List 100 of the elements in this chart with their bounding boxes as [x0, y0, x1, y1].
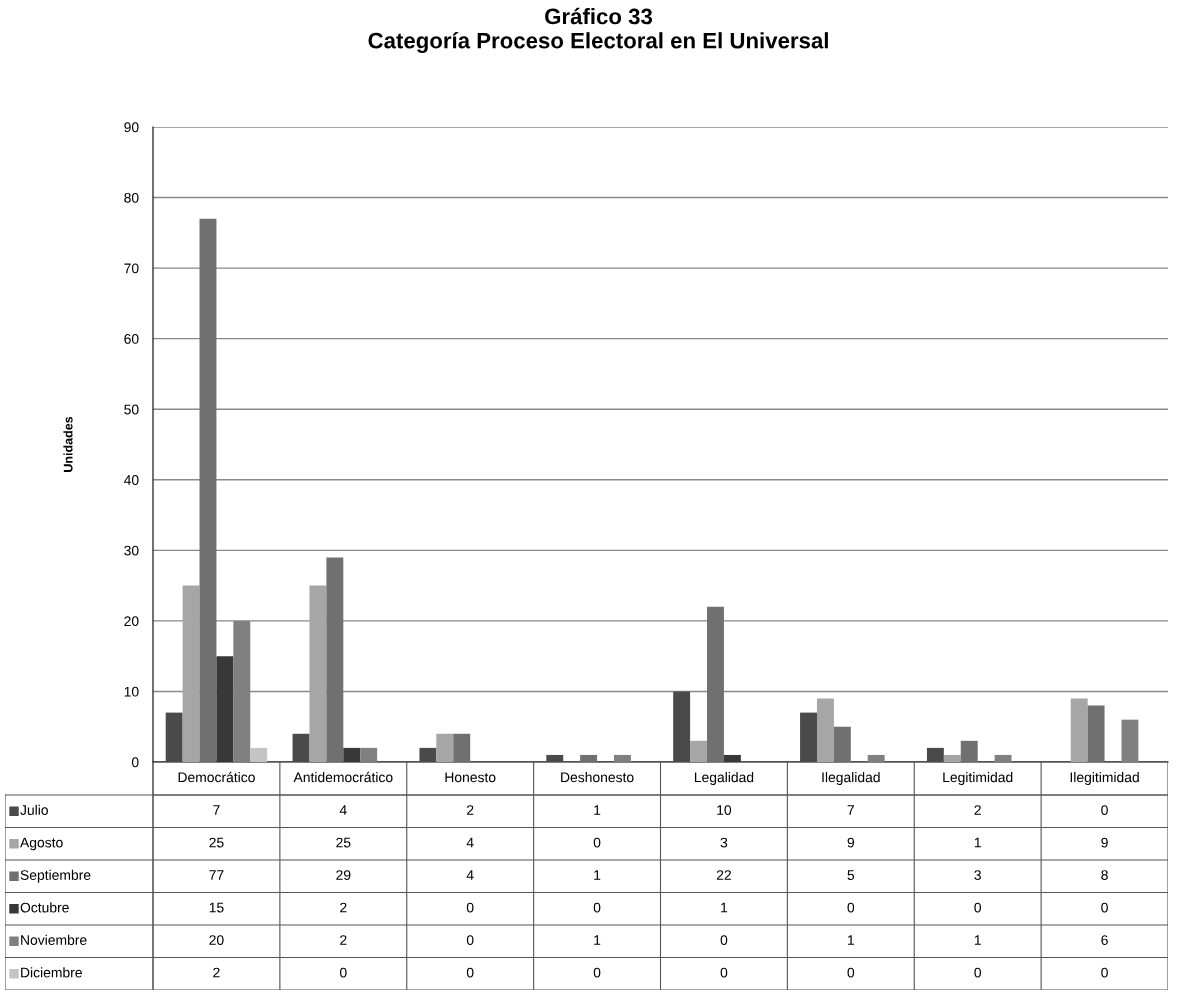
y-tick-label: 50 — [124, 404, 139, 415]
bar — [250, 747, 268, 762]
data-label: 2 — [974, 805, 981, 815]
x-tick-label: Antidemocrático — [293, 771, 393, 783]
y-axis-title: Unidades — [63, 416, 73, 472]
data-label: 20 — [209, 935, 224, 945]
data-label: 1 — [848, 935, 854, 945]
bar — [690, 740, 708, 762]
data-label: 0 — [847, 967, 855, 978]
x-tick-label: Ilegalidad — [822, 772, 880, 785]
legend-label: Septiembre — [20, 869, 91, 883]
x-tick-label: Legitimidad — [943, 772, 1013, 785]
bar — [943, 754, 961, 762]
data-label: 4 — [466, 837, 474, 848]
legend-label: Noviembre — [21, 934, 87, 945]
bar — [1121, 719, 1139, 762]
bar — [453, 733, 471, 762]
bar — [926, 747, 944, 762]
bar — [800, 712, 817, 762]
legend-label: Diciembre — [21, 967, 82, 978]
data-label: 7 — [847, 805, 854, 815]
legend-label: Julio — [20, 804, 48, 815]
data-label: 10 — [717, 805, 732, 815]
bar — [723, 754, 741, 762]
bar — [994, 754, 1012, 762]
data-label: 0 — [974, 967, 982, 978]
data-label: 0 — [1101, 805, 1108, 815]
data-label: 0 — [1101, 902, 1108, 913]
y-tick-label: 10 — [124, 686, 139, 697]
data-label: 9 — [847, 837, 855, 848]
data-label: 9 — [1101, 837, 1108, 848]
bar — [182, 585, 200, 762]
data-label: 8 — [1101, 870, 1108, 880]
data-label: 3 — [974, 870, 981, 880]
data-label: 3 — [720, 837, 728, 848]
data-label: 0 — [593, 902, 601, 913]
bar — [292, 733, 310, 762]
data-label: 4 — [466, 870, 474, 880]
bar — [833, 726, 851, 762]
bar — [546, 754, 564, 762]
legend-label: Agosto — [20, 837, 63, 851]
x-tick-label: Honesto — [445, 772, 496, 783]
data-label: 0 — [720, 967, 728, 978]
y-tick-label: 80 — [124, 192, 139, 203]
data-label: 2 — [340, 935, 347, 945]
data-label: 2 — [213, 967, 220, 978]
data-label: 0 — [466, 935, 474, 945]
data-label: 0 — [593, 837, 601, 848]
bar — [673, 691, 691, 762]
data-label: 0 — [466, 902, 474, 913]
data-label: 15 — [209, 902, 224, 913]
data-label: 6 — [1101, 935, 1108, 945]
data-label: 1 — [721, 902, 728, 913]
bar — [867, 754, 885, 762]
data-label: 1 — [594, 870, 601, 880]
data-label: 1 — [594, 805, 601, 815]
y-tick-label: 60 — [124, 334, 139, 344]
data-label: 77 — [209, 870, 224, 880]
data-label: 2 — [340, 902, 347, 913]
data-label: 0 — [466, 967, 474, 978]
y-tick-label: 30 — [124, 545, 139, 556]
bar — [436, 733, 454, 762]
data-label: 0 — [339, 967, 347, 978]
bar — [613, 754, 631, 762]
bar — [419, 747, 437, 762]
x-tick-label: Legalidad — [694, 772, 754, 785]
bar — [960, 740, 978, 762]
bar — [360, 747, 378, 762]
y-tick-label: 70 — [124, 263, 139, 274]
bar — [326, 557, 344, 762]
y-tick-label: 0 — [131, 757, 139, 768]
data-label: 0 — [974, 902, 982, 913]
bar — [199, 218, 217, 762]
bar — [343, 747, 361, 762]
data-label: 4 — [339, 805, 347, 815]
data-label: 0 — [1101, 967, 1108, 978]
data-label: 0 — [720, 935, 728, 945]
x-tick-label: Democrático — [178, 771, 255, 783]
bar — [816, 698, 834, 762]
bar — [216, 656, 234, 762]
bar — [1070, 698, 1088, 762]
data-label: 29 — [336, 870, 351, 880]
legend-label: Octubre — [20, 902, 69, 913]
data-label: 2 — [467, 805, 474, 815]
bar — [309, 585, 327, 762]
data-label: 22 — [716, 870, 731, 880]
data-label: 1 — [594, 935, 601, 945]
data-label: 0 — [593, 967, 601, 978]
bar — [165, 712, 183, 762]
data-label: 25 — [209, 837, 224, 848]
chart-title: Gráfico 33 Categoría Proceso Electoral en El Universal — [368, 7, 828, 53]
bar — [707, 606, 724, 762]
y-tick-label: 20 — [124, 616, 139, 627]
data-label: 7 — [213, 805, 220, 815]
data-label: 25 — [336, 837, 351, 848]
data-label: 0 — [847, 902, 855, 913]
y-tick-label: 40 — [123, 475, 139, 485]
data-label: 5 — [847, 870, 855, 880]
x-tick-label: Deshonesto — [561, 772, 634, 783]
bar — [580, 754, 598, 762]
